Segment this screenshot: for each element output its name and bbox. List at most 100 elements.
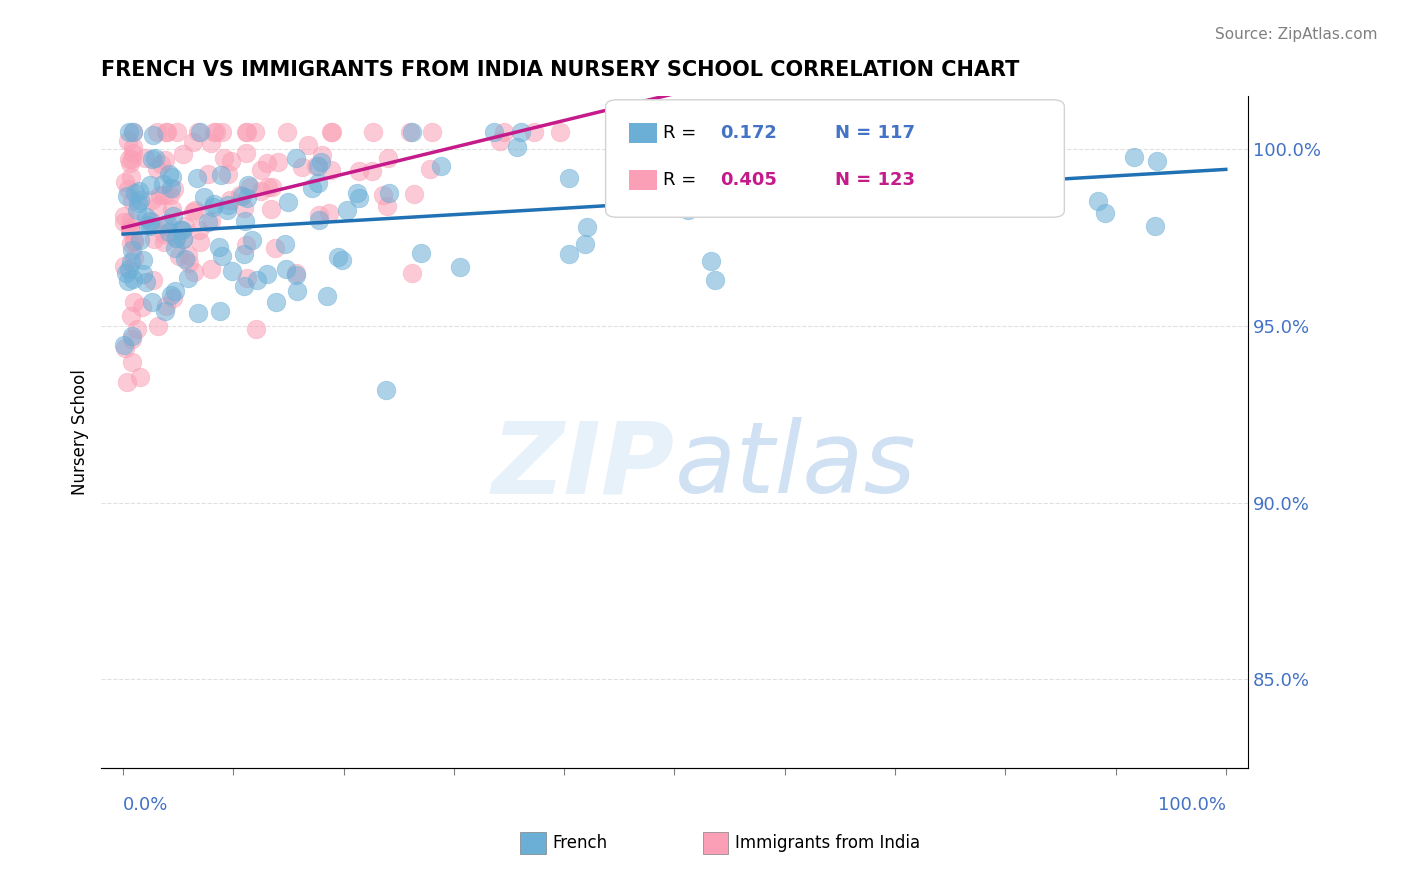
Point — [165, 241, 187, 255]
Point — [188, 125, 211, 139]
Point — [371, 187, 394, 202]
Point — [377, 199, 399, 213]
Point — [215, 202, 238, 217]
Point — [187, 125, 209, 139]
Point — [112, 338, 135, 352]
Point — [181, 204, 204, 219]
Bar — [628, 170, 657, 190]
Point — [114, 341, 136, 355]
Text: French: French — [553, 834, 607, 852]
Point — [146, 125, 169, 139]
Point — [492, 125, 515, 139]
Text: 0.405: 0.405 — [720, 171, 778, 189]
Point — [835, 190, 858, 204]
Point — [162, 209, 184, 223]
Point — [411, 246, 433, 260]
Point — [121, 355, 143, 369]
Point — [157, 167, 180, 181]
Point — [274, 262, 297, 277]
Point — [118, 223, 141, 237]
Point — [249, 162, 271, 177]
FancyBboxPatch shape — [606, 100, 1064, 218]
Point — [209, 304, 232, 318]
Point — [177, 248, 200, 262]
Point — [276, 125, 298, 139]
Text: 0.172: 0.172 — [720, 124, 778, 143]
Point — [143, 152, 166, 166]
Point — [776, 181, 799, 195]
Point — [122, 235, 145, 249]
Point — [117, 274, 139, 288]
Point — [122, 294, 145, 309]
Point — [135, 275, 157, 289]
Text: Source: ZipAtlas.com: Source: ZipAtlas.com — [1215, 27, 1378, 42]
Point — [187, 223, 209, 237]
Point — [122, 252, 145, 266]
Point — [174, 252, 197, 266]
Point — [183, 135, 205, 149]
Point — [510, 125, 533, 139]
Point — [233, 201, 256, 215]
Point — [419, 162, 441, 177]
Point — [197, 215, 219, 229]
Point — [575, 219, 598, 234]
Point — [132, 267, 155, 281]
Point — [307, 159, 329, 173]
Point — [152, 177, 174, 191]
Point — [257, 180, 280, 194]
Point — [202, 125, 225, 139]
Point — [208, 240, 231, 254]
Point — [156, 216, 179, 230]
Point — [179, 256, 201, 270]
Point — [120, 170, 142, 185]
Point — [232, 247, 254, 261]
Point — [311, 148, 333, 162]
Point — [115, 189, 138, 203]
Point — [763, 178, 786, 193]
Point — [153, 187, 176, 202]
Point — [260, 202, 283, 217]
Point — [187, 306, 209, 320]
Point — [115, 266, 138, 280]
Point — [142, 273, 165, 287]
Point — [218, 194, 240, 208]
Point — [118, 125, 141, 139]
Text: N = 117: N = 117 — [835, 124, 915, 143]
Point — [319, 125, 342, 139]
Point — [155, 125, 177, 139]
Point — [200, 136, 222, 150]
Point — [200, 214, 222, 228]
Point — [127, 196, 149, 211]
Point — [183, 264, 205, 278]
Point — [129, 233, 152, 247]
Point — [1094, 205, 1116, 219]
Point — [1122, 150, 1144, 164]
Point — [122, 235, 145, 249]
Point — [153, 303, 176, 318]
Point — [401, 125, 423, 139]
Point — [1146, 154, 1168, 169]
Point — [523, 125, 546, 139]
Point — [125, 202, 148, 217]
Point — [162, 291, 184, 305]
Point — [704, 273, 727, 287]
Point — [240, 233, 263, 247]
Point — [139, 178, 162, 193]
Point — [121, 125, 143, 139]
Point — [274, 236, 297, 251]
Point — [121, 145, 143, 160]
Point — [550, 125, 572, 139]
Point — [155, 299, 177, 313]
Point — [117, 181, 139, 195]
Point — [117, 134, 139, 148]
Point — [122, 125, 145, 139]
Point — [420, 125, 443, 139]
Point — [121, 332, 143, 346]
Point — [141, 215, 163, 229]
Point — [484, 125, 506, 139]
Point — [505, 140, 527, 154]
Point — [238, 179, 260, 194]
Point — [211, 249, 233, 263]
Y-axis label: Nursery School: Nursery School — [72, 369, 89, 495]
Point — [141, 153, 163, 167]
